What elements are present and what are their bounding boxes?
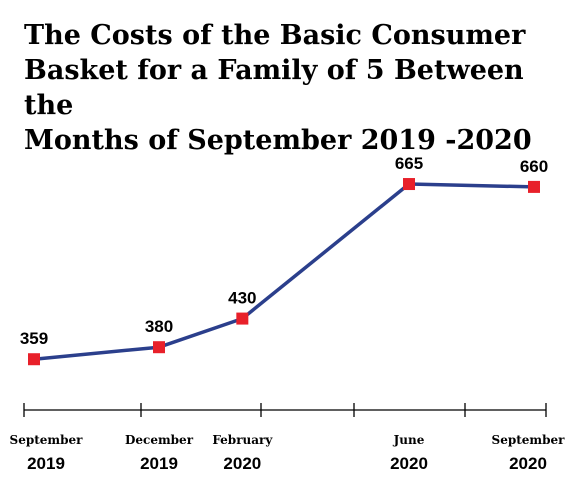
x-tick-label-month: February [212, 433, 273, 447]
chart-title: The Costs of the Basic Consumer Basket f… [24, 18, 564, 158]
x-tick-label-year: 2020 [223, 454, 261, 473]
data-label: 660 [520, 157, 548, 176]
chart-title-line-2: Basket for a Family of 5 Between the [24, 55, 524, 121]
x-tick-label-year: 2019 [140, 454, 178, 473]
data-label: 380 [145, 317, 173, 336]
chart-title-line-3: Months of September 2019 -2020 [24, 125, 532, 156]
x-tick-labels: September 2019 December 2019 February 2020 Jun… [10, 433, 566, 473]
x-axis [23, 403, 547, 417]
x-tick-label-year: 2020 [390, 454, 428, 473]
data-point-marker [153, 341, 165, 354]
data-point-marker [28, 353, 40, 366]
data-label: 359 [20, 329, 48, 348]
series-line [33, 182, 535, 361]
x-tick-label-year: 2019 [27, 454, 65, 473]
data-point-marker [528, 180, 540, 193]
chart-title-line-1: The Costs of the Basic Consumer [24, 20, 526, 51]
x-tick-label-month: September [492, 433, 566, 447]
data-label: 665 [395, 154, 423, 173]
series-costs: 359 380 430 665 660 [20, 154, 548, 366]
x-tick-label-month: December [125, 433, 194, 447]
data-point-marker [236, 312, 249, 325]
data-point-marker [403, 178, 415, 191]
data-label: 430 [228, 289, 256, 308]
x-tick-label-year: 2020 [509, 454, 547, 473]
x-tick-label-month: June [393, 433, 425, 447]
x-tick-label-month: September [10, 433, 84, 447]
